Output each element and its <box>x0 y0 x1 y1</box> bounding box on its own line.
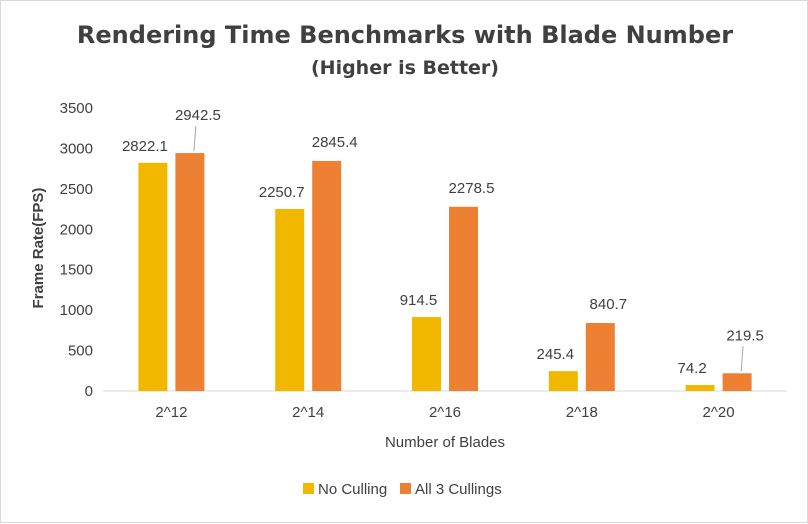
legend: No Culling All 3 Cullings <box>303 481 502 498</box>
y-tick-label: 2500 <box>60 181 93 198</box>
bar <box>548 371 578 391</box>
bar <box>138 162 168 391</box>
bar <box>722 373 752 391</box>
data-label-leader-line <box>740 346 744 372</box>
bar <box>312 160 342 391</box>
y-tick-label: 0 <box>85 383 93 400</box>
y-tick-label: 1500 <box>60 262 93 279</box>
legend-label: No Culling <box>318 481 387 498</box>
data-label: 245.4 <box>537 346 575 363</box>
x-tick-label: 2^14 <box>292 404 324 421</box>
data-label: 2845.4 <box>312 134 358 151</box>
data-label: 2822.1 <box>122 138 168 155</box>
y-axis: 0 500 1000 1500 2000 2500 3000 3500 <box>60 100 93 400</box>
data-label-leader-line <box>193 126 197 152</box>
y-tick-label: 500 <box>68 343 93 360</box>
data-label: 219.5 <box>726 327 764 344</box>
y-tick-label: 2000 <box>60 221 93 238</box>
bar <box>175 153 205 391</box>
data-label: 914.5 <box>400 292 438 309</box>
data-label: 74.2 <box>677 360 706 377</box>
data-label: 2250.7 <box>259 184 305 201</box>
x-axis: 2^12 2^14 2^16 2^18 2^20 <box>103 390 787 421</box>
data-labels: 2822.1 2942.5 2250.7 2845.4 914.5 2278.5 245.4… <box>122 107 764 377</box>
legend-swatch <box>303 483 314 494</box>
x-tick-label: 2^16 <box>429 404 461 421</box>
x-tick-label: 2^12 <box>155 404 187 421</box>
y-tick-label: 3500 <box>60 100 93 117</box>
legend-swatch <box>400 483 411 494</box>
data-label: 2942.5 <box>175 107 221 124</box>
y-tick-label: 3000 <box>60 140 93 157</box>
chart-subtitle: (Higher is Better) <box>311 57 499 79</box>
chart-title: Rendering Time Benchmarks with Blade Num… <box>77 21 733 49</box>
data-label: 2278.5 <box>449 180 495 197</box>
bar <box>412 317 441 391</box>
legend-label: All 3 Cullings <box>415 481 502 498</box>
bar <box>585 323 615 391</box>
x-axis-title: Number of Blades <box>385 434 505 451</box>
y-tick-label: 1000 <box>60 302 93 319</box>
bars <box>138 153 752 391</box>
bar <box>275 209 305 391</box>
bar <box>449 206 478 391</box>
bar <box>685 385 715 391</box>
y-axis-title: Frame Rate(FPS) <box>30 188 47 309</box>
x-tick-label: 2^20 <box>703 404 735 421</box>
x-tick-label: 2^18 <box>566 404 598 421</box>
data-label: 840.7 <box>590 296 628 313</box>
